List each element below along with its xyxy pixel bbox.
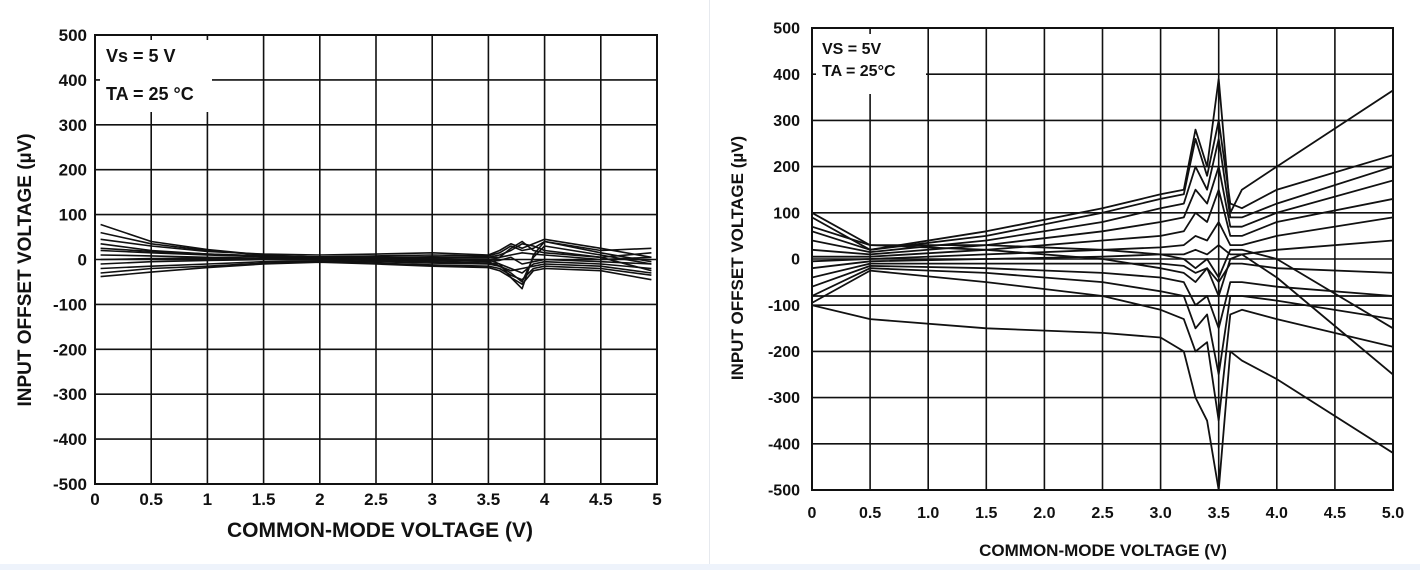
x-tick-label: 0 [90, 490, 99, 509]
y-tick-label: -200 [768, 344, 800, 361]
plot-frame [811, 27, 1394, 491]
y-tick-label: -400 [768, 436, 800, 453]
x-tick-label: 4 [540, 490, 550, 509]
chart-left: INPUT OFFSET VOLTAGE (µV) COMMON-MODE VO… [0, 0, 708, 570]
series-line-6 [812, 216, 1393, 263]
x-tick-label: 5 [652, 490, 661, 509]
series-group [812, 77, 1393, 490]
x-tick-label: 4.5 [589, 490, 613, 509]
series-line-2 [812, 119, 1393, 251]
x-tick-label: 3 [427, 490, 436, 509]
y-tick-label: 400 [59, 71, 87, 90]
series-line-12 [812, 304, 1393, 490]
annotation-text: TA = 25 °C [106, 84, 194, 104]
annotation-box: VS = 5V TA = 25°C [816, 34, 926, 94]
y-tick-label: 0 [78, 250, 87, 269]
series-line-14 [812, 225, 1393, 330]
y-tick-label: 200 [773, 159, 800, 176]
series-line-8 [100, 259, 652, 274]
y-tick-label: 100 [773, 205, 800, 222]
x-tick-label: 0.5 [859, 505, 881, 522]
y-tick-label: 500 [59, 26, 87, 45]
x-tick-label: 2.0 [1033, 505, 1055, 522]
x-tick-label: 2.5 [1091, 505, 1113, 522]
series-line-9 [100, 260, 652, 281]
y-tick-label: 400 [773, 67, 800, 84]
x-tick-label: 3.5 [477, 490, 501, 509]
chart-right: INPUT OFFSET VOLTAGE (µV) COMMON-MODE VO… [712, 0, 1420, 570]
y-tick-label: -300 [768, 390, 800, 407]
plot-area: 0 0.5 1.0 1.5 2.0 2.5 3.0 3.5 4.0 4.5 5.0 500 400 300… [768, 21, 1404, 522]
y-tick-label: -300 [53, 385, 87, 404]
y-tick-label: -200 [53, 340, 87, 359]
series-line-13 [812, 212, 1393, 376]
series-line-3 [812, 137, 1393, 254]
plot-frame [94, 34, 658, 485]
x-tick-label: 4.5 [1324, 505, 1346, 522]
y-tick-label: -400 [53, 430, 87, 449]
annotation-text: TA = 25°C [822, 63, 896, 80]
plot-area: 0 0.5 1 1.5 2 2.5 3 3.5 4 4.5 5 500 400 300 200 100 0 -10… [53, 26, 662, 509]
annotation-text: Vs = 5 V [106, 46, 176, 66]
bottom-strip [0, 564, 1420, 570]
y-tick-label: 300 [773, 113, 800, 130]
x-tick-label: 3.0 [1149, 505, 1171, 522]
x-tick-label: 3.5 [1208, 505, 1230, 522]
y-tick-label: 100 [59, 206, 87, 225]
series-line-9 [812, 264, 1393, 330]
x-tick-label: 2 [315, 490, 324, 509]
x-axis-label: COMMON-MODE VOLTAGE (V) [226, 519, 534, 542]
series-line-8 [812, 262, 1393, 284]
annotation-text: VS = 5V [822, 41, 881, 58]
y-tick-label: -100 [53, 295, 87, 314]
x-tick-label: 2.5 [364, 490, 388, 509]
x-tick-label: 1.0 [917, 505, 939, 522]
panel-divider [709, 0, 710, 570]
y-tick-label: -500 [53, 475, 87, 494]
y-tick-label: 0 [791, 252, 800, 269]
series-group [100, 223, 652, 290]
y-tick-label: -100 [768, 298, 800, 315]
series-line-7 [100, 258, 652, 274]
x-axis-label: COMMON-MODE VOLTAGE (V) [979, 541, 1227, 560]
y-tick-label: 200 [59, 161, 87, 180]
x-tick-label: 0.5 [139, 490, 163, 509]
y-tick-label: -500 [768, 483, 800, 500]
series-line-11 [100, 238, 652, 259]
series-line-12 [100, 240, 652, 272]
x-tick-label: 1 [203, 490, 212, 509]
x-tick-label: 1.5 [252, 490, 276, 509]
y-tick-label: 500 [773, 21, 800, 38]
annotation-box: Vs = 5 V TA = 25 °C [100, 40, 212, 112]
x-tick-label: 5.0 [1382, 505, 1404, 522]
x-tick-label: 1.5 [975, 505, 997, 522]
series-line-10 [100, 261, 652, 286]
series-line-6 [100, 256, 652, 265]
series-line-11 [812, 269, 1393, 422]
x-tick-label: 4.0 [1266, 505, 1288, 522]
y-tick-label: 300 [59, 116, 87, 135]
series-line-1 [812, 77, 1393, 251]
x-tick-label: 0 [808, 505, 817, 522]
